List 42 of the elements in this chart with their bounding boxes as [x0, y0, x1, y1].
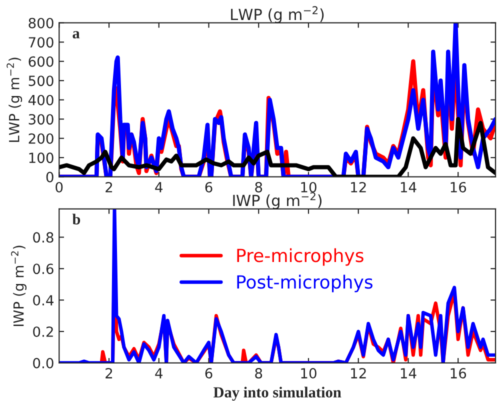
x-tick-label: 6 — [205, 182, 212, 192]
x-tick-label: 6 — [205, 368, 212, 379]
y-tick-label: 800 — [28, 18, 54, 28]
x-tick-label: 14 — [400, 368, 416, 378]
x-tick-label: 2 — [106, 368, 112, 378]
y-tick-label: 0.8 — [33, 232, 54, 243]
y-tick-label: 100 — [29, 152, 54, 164]
y-tick-label: 600 — [28, 56, 54, 67]
y-tick-label: 300 — [28, 114, 54, 125]
y-axis-title: LWP (g m$^{−2}$) — [6, 58, 22, 142]
y-tick-label: 400 — [28, 94, 54, 106]
x-tick-label: 12 — [351, 368, 366, 378]
y-tick-label: 0.4 — [33, 295, 54, 306]
y-tick-label: 0.2 — [33, 326, 53, 337]
annotation: a — [72, 31, 80, 38]
x-tick-label: 12 — [351, 182, 366, 192]
y-tick-label: 0.0 — [33, 358, 54, 368]
x-tick-label: 2 — [106, 182, 112, 192]
y-axis-title: IWP (g m$^{−2}$) — [11, 246, 27, 326]
x-axis-title: Day into simulation — [214, 386, 342, 401]
legend-label: Pre-microphys — [237, 248, 364, 266]
x-tick-label: 4 — [155, 368, 163, 378]
x-tick-label: 0 — [56, 182, 63, 192]
y-tick-label: 0 — [46, 172, 54, 182]
line-series — [59, 208, 496, 363]
x-tick-label: 10 — [301, 368, 316, 379]
x-tick-label: 8 — [255, 182, 262, 192]
x-tick-label: 10 — [301, 182, 316, 192]
line-series — [59, 22, 496, 177]
annotation: b — [72, 214, 80, 224]
y-tick-label: 200 — [28, 133, 54, 144]
x-tick-label: 8 — [255, 368, 262, 379]
x-tick-label: 16 — [450, 182, 466, 192]
y-tick-label: 700 — [28, 37, 54, 48]
x-tick-label: 4 — [155, 182, 163, 192]
x-tick-label: 16 — [450, 368, 466, 379]
chart-title: LWP (g m$^{−2}$) — [231, 6, 324, 24]
y-tick-label: 0.6 — [33, 264, 54, 274]
y-tick-label: 500 — [28, 76, 54, 86]
legend-label: Post-microphys — [237, 274, 372, 292]
chart-title: IWP (g m$^{−2}$) — [233, 192, 322, 210]
x-tick-label: 14 — [400, 182, 416, 192]
